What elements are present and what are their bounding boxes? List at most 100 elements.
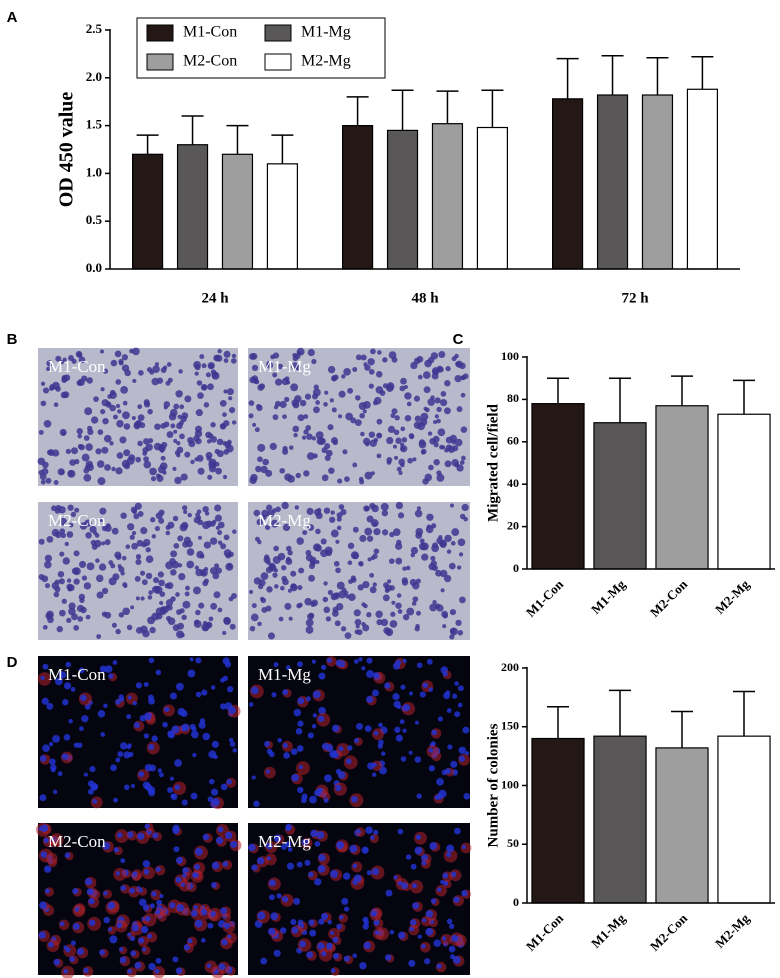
cell: [74, 458, 80, 465]
cell: [173, 846, 180, 853]
cell: [430, 555, 436, 561]
cell: [376, 453, 382, 459]
cell: [163, 365, 168, 370]
cell: [230, 358, 237, 364]
cell: [192, 586, 201, 595]
cell: [397, 828, 404, 835]
cell: [71, 567, 79, 575]
cell: [325, 616, 332, 622]
cell: [206, 455, 212, 461]
cell: [345, 412, 353, 421]
cell: [277, 737, 282, 743]
cell: [456, 565, 462, 570]
cell: [400, 426, 406, 432]
cell: [189, 657, 194, 662]
legend-swatch: [264, 24, 292, 42]
cell: [123, 423, 131, 430]
cell: [372, 772, 377, 777]
cell: [323, 507, 331, 514]
cell: [145, 572, 153, 580]
cell: [96, 634, 102, 639]
cell: [222, 675, 229, 682]
cell: [400, 442, 405, 447]
cell: [147, 408, 153, 415]
cell: [324, 774, 332, 783]
cell: [433, 419, 438, 424]
cell: [390, 611, 396, 617]
cell: [156, 474, 164, 482]
cell: [190, 459, 195, 465]
cell: [61, 377, 67, 383]
cell: [226, 778, 232, 785]
bar: [132, 153, 164, 270]
cell: [397, 512, 405, 519]
cell: [369, 502, 376, 509]
cell: [372, 582, 377, 587]
cell: [290, 383, 299, 392]
cell: [101, 587, 109, 595]
cell: [355, 624, 360, 629]
cell: [167, 521, 175, 529]
cell: [226, 439, 232, 445]
cell: [400, 377, 407, 385]
cell: [156, 377, 164, 384]
cell: [99, 665, 107, 673]
cell: [359, 562, 364, 567]
cell: [66, 617, 72, 624]
cell: [314, 840, 321, 847]
cell: [367, 557, 372, 562]
cell: [224, 702, 233, 710]
cell: [407, 457, 413, 464]
cell: [50, 767, 56, 773]
cell: [118, 566, 125, 573]
cell: [104, 539, 111, 546]
cell: [92, 798, 98, 804]
cell: [48, 941, 54, 948]
cell: [429, 842, 438, 850]
cell: [442, 624, 447, 629]
cell: [195, 691, 202, 698]
cell: [135, 554, 142, 560]
cell: [290, 918, 297, 926]
cell: [104, 665, 113, 673]
cell: [392, 693, 400, 701]
cell: [448, 562, 456, 570]
cell: [385, 889, 393, 897]
cell: [463, 793, 470, 800]
bar: [686, 88, 718, 270]
cell: [301, 435, 307, 440]
cell: [281, 565, 287, 571]
cell: [58, 671, 67, 679]
cell: [202, 732, 210, 741]
cell: [434, 414, 439, 419]
cell: [63, 945, 68, 950]
cell: [314, 544, 322, 552]
bar: [266, 163, 298, 270]
cell: [220, 543, 227, 550]
cell: [201, 570, 206, 576]
cell: [305, 696, 311, 702]
cell: [143, 868, 150, 875]
cell: [445, 366, 451, 372]
cell: [265, 769, 270, 774]
cell: [57, 570, 65, 578]
cell: [112, 573, 120, 581]
cell: [404, 392, 412, 400]
cell: [369, 586, 377, 594]
cell: [333, 560, 340, 567]
cell: [377, 432, 382, 437]
cell: [221, 938, 228, 946]
y-tick-label: 1.0: [86, 164, 102, 179]
cell: [311, 723, 317, 729]
cell: [451, 934, 459, 942]
cell: [176, 422, 183, 430]
cell: [95, 448, 102, 455]
cell: [43, 419, 52, 428]
cell: [316, 437, 325, 445]
cell: [302, 530, 308, 536]
cell: [328, 467, 335, 474]
cell: [151, 612, 160, 621]
cell: [208, 363, 214, 369]
cell: [130, 605, 135, 610]
cell: [267, 927, 276, 936]
